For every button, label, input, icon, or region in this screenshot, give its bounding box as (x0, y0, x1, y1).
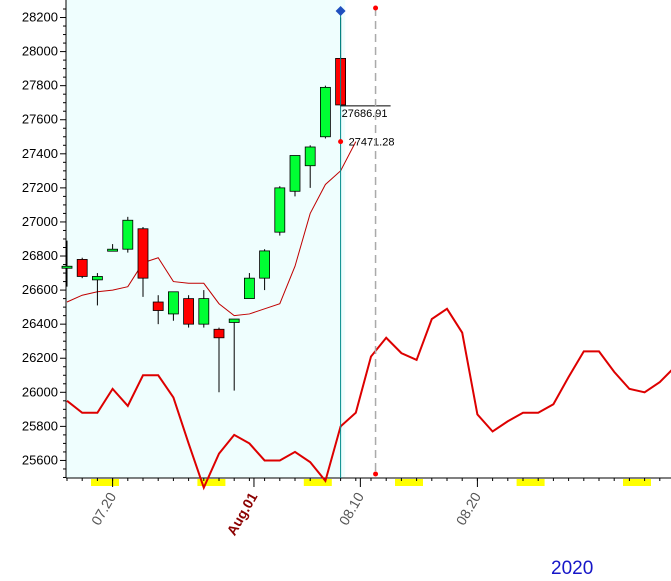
x-axis-marker (303, 479, 332, 486)
y-tick-label: 25800 (22, 418, 58, 433)
x-axis-marker (516, 479, 545, 486)
y-tick-label: 27200 (22, 180, 58, 195)
y-tick-label: 27000 (22, 214, 58, 229)
candle (122, 216, 134, 253)
dashed-marker-bottom-dot (373, 471, 379, 477)
year-label: 2020 (551, 558, 594, 579)
cursor-overlay: 27686.91 27471.28 (335, 5, 395, 478)
last-close-label: 27686.91 (342, 108, 388, 120)
candle (289, 155, 301, 197)
moving-average-series (66, 141, 357, 317)
candle-body-down (152, 301, 164, 311)
candle-body-up (304, 146, 316, 167)
y-tick-label: 26600 (22, 282, 58, 297)
lagging-line (66, 307, 671, 491)
candle (304, 145, 316, 188)
candle (198, 290, 210, 328)
candle-body-up (243, 277, 255, 300)
y-tick-label: 27800 (22, 78, 58, 93)
candle (92, 273, 103, 306)
candle (137, 227, 149, 297)
moving-average-line (66, 141, 357, 317)
candle (319, 85, 331, 139)
candle (259, 249, 271, 291)
x-axis-marker (197, 479, 226, 486)
candle (167, 291, 179, 321)
y-tick-label: 27600 (22, 112, 58, 127)
candle-body-up (228, 318, 240, 323)
candle (228, 318, 240, 391)
cursor-diamond (335, 6, 346, 16)
y-tick-label: 27400 (22, 146, 58, 161)
candle-body-down (137, 228, 149, 279)
candle-body-up (289, 155, 301, 192)
candle (61, 240, 73, 287)
ma-last-label: 27471.28 (349, 137, 395, 149)
y-axis: 25600 25800 26000 26200 26400 26600 26800 27000… (22, 0, 67, 478)
candlestick-series (61, 17, 347, 393)
candle-body-up (167, 291, 179, 315)
candle (274, 186, 286, 236)
candle (183, 295, 195, 328)
candle (107, 244, 118, 252)
candle-body-down (183, 298, 195, 325)
y-tick-label: 26200 (22, 350, 58, 365)
lagging-line-series (66, 307, 671, 491)
candle-body-up (92, 276, 103, 281)
candle-body-down (76, 259, 88, 277)
candle (243, 273, 255, 300)
x-axis-marker (623, 479, 651, 486)
candle-body-up (198, 298, 210, 325)
candle-body-up (122, 219, 134, 250)
candle-body-up (259, 250, 271, 279)
plot-background (66, 0, 346, 478)
candle-body-up (274, 187, 286, 233)
x-tick-label: 08.10 (336, 489, 367, 528)
y-tick-label: 28200 (22, 10, 58, 25)
x-tick-label: 08.20 (453, 489, 484, 528)
x-axis-marker (395, 479, 423, 486)
ma-last-dot (338, 139, 344, 145)
y-tick-label: 25600 (22, 452, 58, 467)
x-axis: 07.20 Aug.01 08.10 08.20 (66, 477, 671, 538)
y-tick-label: 28000 (22, 44, 58, 59)
candle (76, 257, 88, 279)
candle-body-up (319, 86, 331, 138)
candle (213, 327, 225, 393)
y-tick-label: 26800 (22, 248, 58, 263)
dashed-marker-top-dot (373, 5, 379, 11)
y-tick-label: 26400 (22, 316, 58, 331)
candle (152, 295, 164, 325)
candle-body-up (107, 248, 118, 252)
x-axis-marker (91, 479, 119, 486)
x-tick-label: 07.20 (88, 489, 119, 528)
candle-body-up (61, 265, 73, 269)
candle-body-down (213, 328, 225, 339)
y-tick-label: 26000 (22, 384, 58, 399)
x-tick-label: Aug.01 (223, 489, 260, 538)
